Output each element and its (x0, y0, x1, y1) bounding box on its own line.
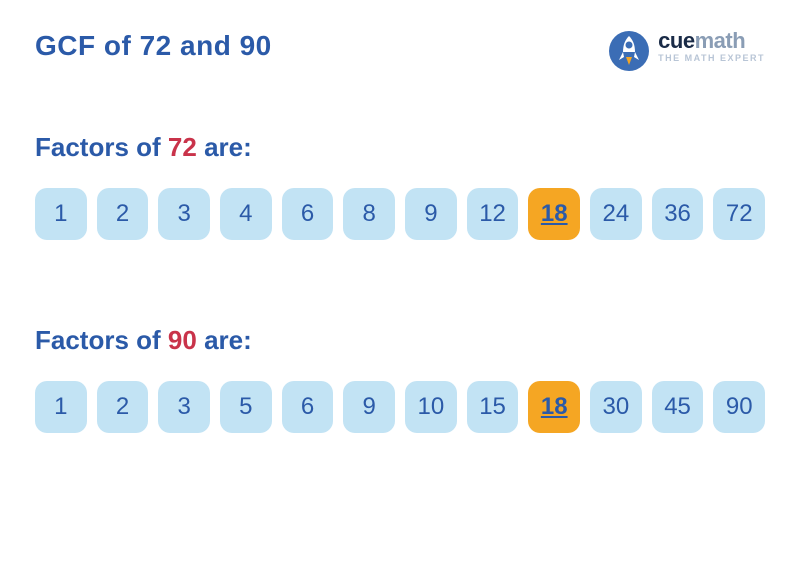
factor-box-gcf: 18 (528, 381, 580, 433)
factor-box: 6 (282, 381, 334, 433)
label-num: 90 (168, 325, 197, 355)
factor-row-1: 12346891218243672 (35, 188, 765, 240)
factor-box: 36 (652, 188, 704, 240)
title-num1: 72 (140, 30, 172, 61)
logo-cue: cue (658, 28, 694, 53)
factor-box: 72 (713, 188, 765, 240)
title-num2: 90 (240, 30, 272, 61)
factor-box: 3 (158, 381, 210, 433)
factor-box: 1 (35, 188, 87, 240)
label-suffix: are: (197, 325, 252, 355)
factor-box: 5 (220, 381, 272, 433)
label-prefix: Factors of (35, 132, 168, 162)
logo-tagline: THE MATH EXPERT (658, 54, 765, 63)
factor-box: 9 (405, 188, 457, 240)
section-2-label: Factors of 90 are: (35, 325, 765, 356)
factor-box: 10 (405, 381, 457, 433)
factor-box: 3 (158, 188, 210, 240)
factor-box: 9 (343, 381, 395, 433)
title-prefix: GCF of (35, 30, 140, 61)
factor-box: 24 (590, 188, 642, 240)
factor-box: 12 (467, 188, 519, 240)
factor-box: 45 (652, 381, 704, 433)
brand-logo: cuemath THE MATH EXPERT (608, 30, 765, 72)
logo-math: math (695, 28, 746, 53)
factor-box: 6 (282, 188, 334, 240)
factors-section-1: Factors of 72 are: 12346891218243672 (35, 132, 765, 240)
factor-box: 4 (220, 188, 272, 240)
logo-text: cuemath THE MATH EXPERT (658, 30, 765, 63)
label-suffix: are: (197, 132, 252, 162)
title-mid: and (172, 30, 240, 61)
factor-box: 2 (97, 381, 149, 433)
factor-row-2: 123569101518304590 (35, 381, 765, 433)
factor-box: 1 (35, 381, 87, 433)
factor-box: 8 (343, 188, 395, 240)
factor-box: 2 (97, 188, 149, 240)
factor-box-gcf: 18 (528, 188, 580, 240)
label-num: 72 (168, 132, 197, 162)
factor-box: 90 (713, 381, 765, 433)
factor-box: 15 (467, 381, 519, 433)
section-1-label: Factors of 72 are: (35, 132, 765, 163)
rocket-icon (608, 30, 650, 72)
header: GCF of 72 and 90 cuemath THE MATH EXPERT (35, 30, 765, 72)
page-title: GCF of 72 and 90 (35, 30, 272, 62)
label-prefix: Factors of (35, 325, 168, 355)
factor-box: 30 (590, 381, 642, 433)
logo-brand: cuemath (658, 30, 765, 52)
factors-section-2: Factors of 90 are: 123569101518304590 (35, 325, 765, 433)
